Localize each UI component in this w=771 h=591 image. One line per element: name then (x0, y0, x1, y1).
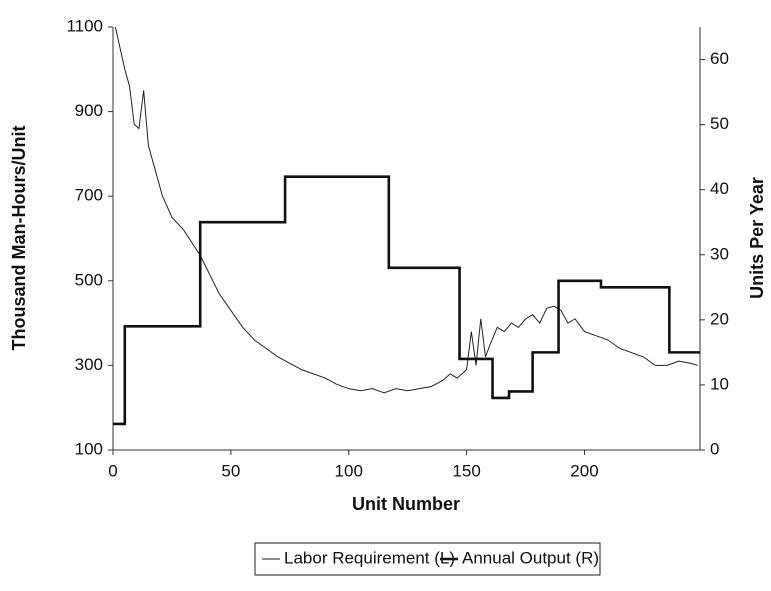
x-tick-label: 50 (221, 461, 240, 480)
y-tick-label: 100 (75, 439, 103, 458)
y-axis-title: Thousand Man-Hours/Unit (9, 126, 29, 351)
x-tick-label: 200 (570, 461, 598, 480)
y2-tick-label: 50 (710, 114, 729, 133)
y-tick-label: 1100 (66, 16, 103, 35)
series-line (114, 26, 698, 394)
x-tick-label: 100 (335, 461, 363, 480)
x-axis-title: Unit Number (352, 494, 460, 514)
y-tick-label: 900 (75, 101, 103, 120)
y2-tick-label: 30 (710, 244, 729, 263)
y2-tick-label: 20 (710, 309, 729, 328)
legend-box (254, 542, 601, 576)
y2-tick-label: 40 (710, 179, 729, 198)
y-tick-label: 700 (75, 186, 103, 205)
x-tick-label: 0 (108, 461, 117, 480)
legend-label: Labor Requirement (L) (284, 548, 455, 567)
series-line (113, 175, 700, 426)
y2-tick-label: 10 (710, 374, 729, 393)
x-tick-label: 150 (452, 461, 480, 480)
y2-tick-label: 60 (710, 49, 729, 68)
y2-axis-title: Units Per Year (747, 177, 767, 299)
legend-label: Annual Output (R) (462, 548, 599, 567)
y2-tick-label: 0 (710, 439, 719, 458)
y-tick-label: 500 (75, 270, 103, 289)
y-tick-label: 300 (75, 355, 103, 374)
